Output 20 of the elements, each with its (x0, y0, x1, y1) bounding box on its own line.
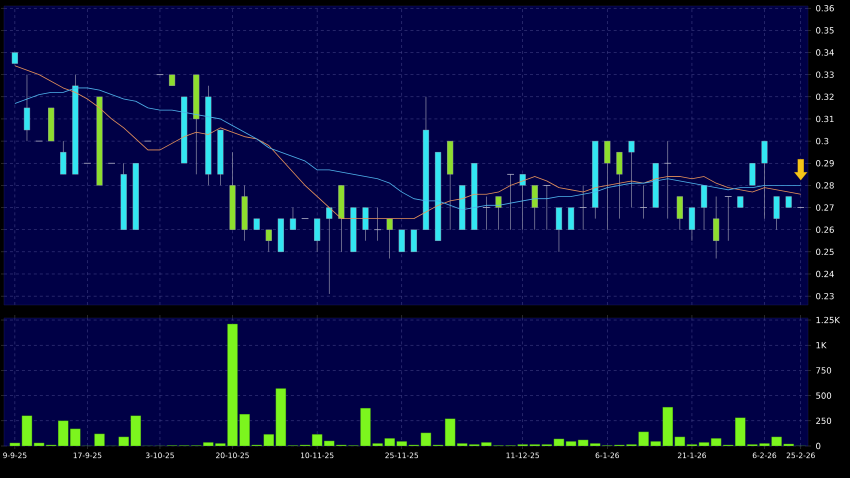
y-tick-label: 0.32 (816, 94, 834, 100)
y-tick-label: 0.33 (816, 71, 834, 78)
y-tick-label: 0.25 (816, 248, 834, 256)
y-tick-label: 250 (816, 418, 832, 424)
y-tick-label: 0.24 (816, 270, 834, 278)
y-tick-label: 0.26 (816, 226, 834, 233)
y-tick-label: 0.31 (816, 116, 834, 122)
y-tick-label: 1K (816, 342, 827, 348)
y-tick-label: 0.35 (816, 27, 834, 34)
y-tick-label: 0.3 (816, 138, 828, 144)
y-tick-label: 750 (816, 367, 832, 374)
y-tick-label: 500 (816, 392, 832, 399)
y-tick-label: 0.28 (816, 182, 834, 189)
y-tick-label: 0.34 (816, 49, 834, 56)
y-tick-label: 0.29 (816, 160, 834, 166)
y-tick-label: 0.23 (816, 292, 834, 300)
y-tick-label: 0.27 (816, 204, 834, 211)
y-tick-label: 0 (816, 442, 820, 450)
y-tick-label: 0.36 (816, 5, 834, 12)
y-tick-label: 1.25K (816, 316, 840, 324)
